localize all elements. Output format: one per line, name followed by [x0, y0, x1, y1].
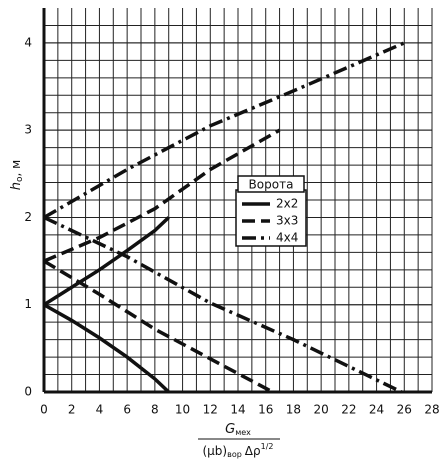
x-tick-label: 20 — [314, 403, 329, 417]
x-tick-label: 22 — [341, 403, 356, 417]
legend-label: 2x2 — [276, 197, 298, 211]
x-tick-label: 28 — [424, 403, 439, 417]
x-label-den-sup: 1/2 — [261, 442, 274, 451]
x-tick-label: 16 — [258, 403, 273, 417]
legend-box — [235, 189, 307, 247]
x-label-den-delta: Δρ — [245, 444, 261, 458]
data-line — [43, 41, 405, 219]
y-label-sub: o — [15, 176, 25, 182]
y-tick-label: 3 — [24, 123, 32, 137]
x-tick-label: 2 — [68, 403, 76, 417]
legend-label: 3x3 — [276, 214, 298, 228]
y-label-main: h — [9, 182, 24, 190]
y-tick-label: 1 — [24, 297, 32, 311]
x-tick-label: 10 — [175, 403, 190, 417]
legend-title-box — [237, 175, 305, 193]
y-tick-label: 0 — [24, 385, 32, 399]
y-label-unit: , м — [9, 160, 23, 177]
x-label-sub: мех — [235, 428, 251, 437]
x-tick-label: 4 — [96, 403, 104, 417]
x-label-main: G — [225, 422, 235, 437]
data-line — [43, 128, 281, 263]
x-tick-label: 0 — [40, 403, 48, 417]
x-tick-label: 18 — [286, 403, 301, 417]
data-line — [43, 216, 170, 307]
x-tick-label: 6 — [123, 403, 131, 417]
y-tick-label: 4 — [24, 35, 32, 49]
legend-title: Ворота — [249, 178, 294, 192]
data-line — [43, 303, 170, 394]
data-line — [43, 259, 274, 394]
x-tick-label: 26 — [397, 403, 412, 417]
data-line — [43, 215, 403, 394]
x-label-numerator: Gмех — [225, 422, 251, 437]
x-tick-label: 24 — [369, 403, 384, 417]
x-label-denominator: (μb)вор Δρ1/2 — [202, 442, 273, 459]
legend-label: 4x4 — [276, 231, 298, 245]
y-axis-label: ho, м — [9, 160, 25, 190]
x-tick-label: 12 — [203, 403, 218, 417]
x-tick-label: 14 — [230, 403, 245, 417]
x-tick-label: 8 — [151, 403, 159, 417]
x-label-den-sub: вор — [227, 450, 242, 459]
y-tick-label: 2 — [24, 210, 32, 224]
x-label-den-main: (μb) — [202, 444, 227, 458]
